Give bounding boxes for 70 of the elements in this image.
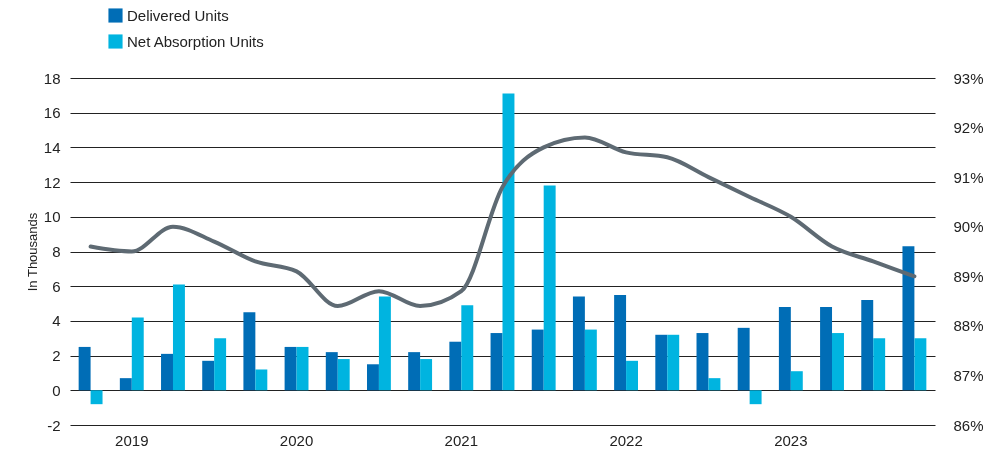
bar <box>337 359 350 391</box>
x-tick-label: 2021 <box>444 431 478 449</box>
y2-tick-label: 91% <box>953 168 984 186</box>
y-tick-label: -2 <box>47 416 61 434</box>
bar <box>708 378 721 391</box>
y2-tick-label: 90% <box>953 218 984 236</box>
bar <box>861 300 874 391</box>
bar <box>90 390 103 405</box>
bar <box>378 296 391 391</box>
bar <box>461 305 474 391</box>
y-tick-label: 12 <box>43 173 61 191</box>
bar <box>655 334 668 391</box>
bar <box>584 329 597 391</box>
y2-tick-label: 86% <box>953 416 984 434</box>
y-axis-title: In Thousands <box>24 212 40 292</box>
bar <box>131 317 144 391</box>
bar <box>296 346 309 391</box>
bar <box>119 378 132 391</box>
bar <box>749 390 762 405</box>
x-tick-label: 2019 <box>115 431 149 449</box>
bar <box>696 333 709 391</box>
x-tick-label: 2020 <box>279 431 314 449</box>
bar <box>78 346 91 391</box>
y-tick-label: 18 <box>43 69 61 87</box>
bar <box>572 296 585 391</box>
bar <box>667 334 680 391</box>
y2-tick-label: 87% <box>953 366 984 384</box>
bar <box>284 346 297 391</box>
bar <box>832 333 844 391</box>
bar <box>737 327 750 391</box>
bar <box>172 284 185 391</box>
bar <box>420 359 433 391</box>
bar <box>255 369 268 391</box>
x-tick-label: 2022 <box>609 431 643 449</box>
bar <box>614 294 627 391</box>
bar <box>325 352 338 391</box>
bar <box>214 338 227 391</box>
y-tick-label: 6 <box>52 277 61 295</box>
y-tick-label: 16 <box>43 104 61 122</box>
y2-tick-label: 88% <box>953 317 984 335</box>
legend-label: Net Absorption Units <box>127 32 264 50</box>
bar <box>366 364 379 391</box>
y-tick-label: 0 <box>52 381 61 399</box>
bar <box>243 312 256 391</box>
y2-tick-label: 92% <box>953 119 984 137</box>
bar <box>161 353 173 391</box>
bar <box>543 185 556 391</box>
bar <box>914 338 927 391</box>
y2-tick-label: 89% <box>953 267 984 285</box>
bar <box>778 307 791 391</box>
bar <box>531 329 544 391</box>
y-tick-label: 10 <box>43 208 61 226</box>
bar <box>408 352 421 391</box>
y-tick-label: 14 <box>43 138 61 156</box>
y-tick-label: 4 <box>52 312 61 330</box>
x-tick-label: 2023 <box>774 431 808 449</box>
bar <box>626 360 639 391</box>
bar <box>902 246 915 391</box>
bar <box>490 333 503 391</box>
legend-label: Delivered Units <box>127 6 229 24</box>
y2-tick-label: 93% <box>953 69 984 87</box>
line-series <box>88 135 917 309</box>
bar <box>873 338 886 391</box>
y-tick-label: 8 <box>52 243 61 260</box>
bar <box>790 371 803 391</box>
bar <box>820 307 833 391</box>
bar <box>502 93 515 391</box>
bar <box>202 360 215 391</box>
bar <box>449 341 462 391</box>
y-tick-label: 2 <box>52 347 61 365</box>
